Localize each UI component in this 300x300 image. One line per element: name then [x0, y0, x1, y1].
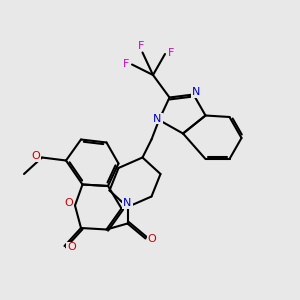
Text: O: O — [64, 198, 73, 208]
Text: O: O — [148, 233, 157, 244]
Text: O: O — [67, 242, 76, 253]
Text: N: N — [192, 87, 200, 97]
Text: F: F — [123, 58, 129, 69]
Text: F: F — [138, 40, 144, 51]
Text: F: F — [168, 48, 174, 58]
Text: N: N — [123, 198, 132, 208]
Text: N: N — [153, 113, 162, 124]
Text: O: O — [31, 151, 40, 161]
